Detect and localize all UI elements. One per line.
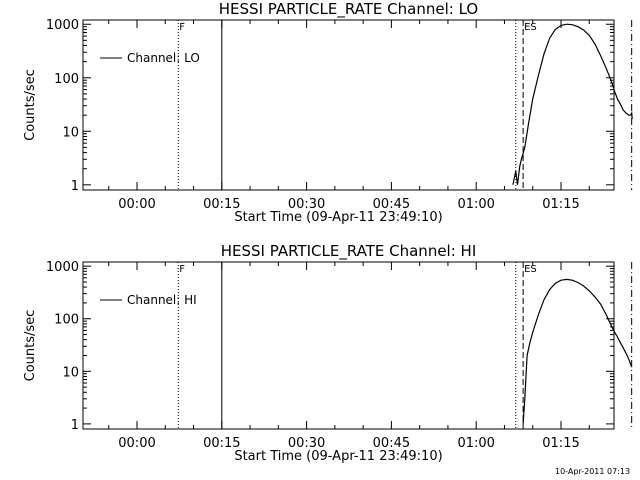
x-tick-label: 01:15 (542, 197, 579, 212)
y-tick-label: 1 (71, 179, 79, 194)
x-tick-label: 00:15 (203, 436, 240, 451)
y-axis-label: Counts/sec (23, 310, 38, 382)
x-tick-label: 01:15 (542, 436, 579, 451)
x-tick-label: 00:45 (373, 197, 410, 212)
x-tick-label: 00:30 (288, 197, 325, 212)
footer-timestamp: 10-Apr-2011 07:13 (555, 467, 631, 476)
series-line (522, 278, 633, 424)
chart-panel-1: HESSI PARTICLE_RATE Channel: LO 1 10 100 100… (23, 0, 633, 225)
x-tick-label: 00:00 (118, 197, 155, 212)
plot-frame (82, 261, 615, 430)
x-axis-label: Start Time (09-Apr-11 23:49:10) (234, 210, 442, 225)
x-axis-label: Start Time (09-Apr-11 23:49:10) (234, 449, 442, 464)
chart-title: HESSI PARTICLE_RATE Channel: LO (219, 0, 478, 19)
x-tick-label: 01:00 (457, 436, 494, 451)
plot-frame (82, 19, 615, 191)
chart-panel-2: HESSI PARTICLE_RATE Channel: HI 1 10 100 100… (23, 242, 633, 464)
x-tick-label: 00:15 (203, 197, 240, 212)
y-tick-label: 100 (54, 72, 79, 87)
y-tick-label: 1000 (46, 260, 79, 275)
y-tick-label: 100 (54, 313, 79, 328)
y-tick-label: 10 (62, 365, 79, 380)
marker-label: ES (524, 22, 537, 33)
y-tick-label: 1000 (46, 18, 79, 33)
chart-title: HESSI PARTICLE_RATE Channel: HI (221, 242, 477, 261)
x-tick-label: 00:30 (288, 436, 325, 451)
marker-label: F (179, 22, 185, 33)
x-tick-label: 00:00 (118, 436, 155, 451)
marker-label: ES (524, 264, 537, 275)
x-tick-label: 01:00 (457, 197, 494, 212)
y-axis-label: Counts/sec (23, 69, 38, 141)
legend-label: Channel: LO (127, 51, 200, 65)
x-tick-label: 00:45 (373, 436, 410, 451)
marker-label: F (179, 264, 185, 275)
y-tick-label: 1 (71, 418, 79, 433)
y-tick-label: 10 (62, 125, 79, 140)
series-line (512, 23, 633, 185)
legend-label: Channel: HI (127, 293, 197, 307)
